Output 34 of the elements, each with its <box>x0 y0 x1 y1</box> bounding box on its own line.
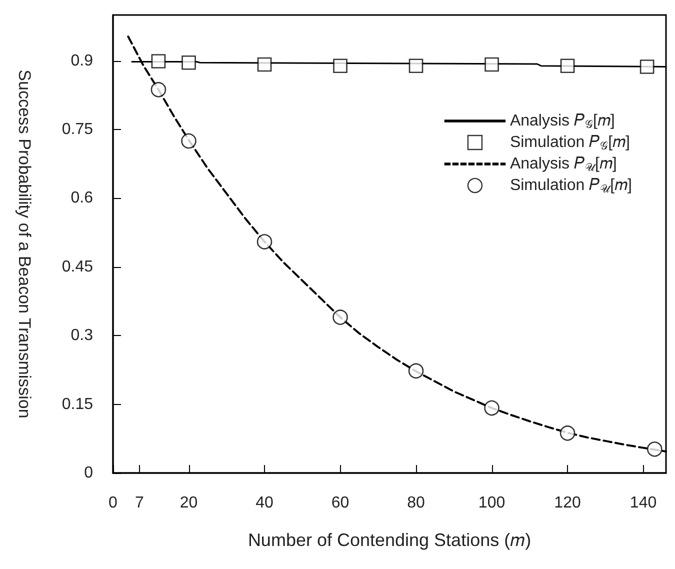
x-tick-label: 140 <box>630 494 657 512</box>
point <box>257 57 272 72</box>
x-axis-title: Number of Contending Stations (𝑚) <box>248 530 532 550</box>
point <box>484 400 500 416</box>
y-tick-label: 0.75 <box>62 121 94 138</box>
x-tick-label: 100 <box>478 494 506 512</box>
x-tick-label: 40 <box>256 494 274 512</box>
x-tick-label: 80 <box>407 494 426 512</box>
point <box>151 54 166 68</box>
y-tick-label: 0.15 <box>62 396 94 413</box>
point <box>256 234 272 250</box>
point <box>647 442 662 457</box>
y-axis-title: Success Probability of a Beacon Transmission <box>15 70 34 418</box>
point <box>640 60 654 74</box>
x-tick-label: 0 <box>108 494 118 512</box>
point <box>181 133 196 149</box>
y-tick-label: 0.6 <box>70 190 94 207</box>
point <box>182 55 196 70</box>
point <box>560 58 575 73</box>
point <box>560 426 576 441</box>
y-tick-label: 0.9 <box>70 52 94 70</box>
point <box>408 58 424 73</box>
y-tick-label: 0 <box>84 464 94 482</box>
x-tick-label: 20 <box>180 494 198 512</box>
point <box>150 82 166 98</box>
point <box>332 310 348 325</box>
x-tick-label: 7 <box>135 494 144 512</box>
y-tick-label: 0.45 <box>62 258 94 276</box>
x-tick-label: 60 <box>331 494 350 512</box>
point <box>333 58 348 73</box>
point <box>484 57 499 72</box>
y-tick-label: 0.3 <box>70 327 94 344</box>
x-tick-label: 120 <box>554 494 581 512</box>
point <box>408 363 424 379</box>
